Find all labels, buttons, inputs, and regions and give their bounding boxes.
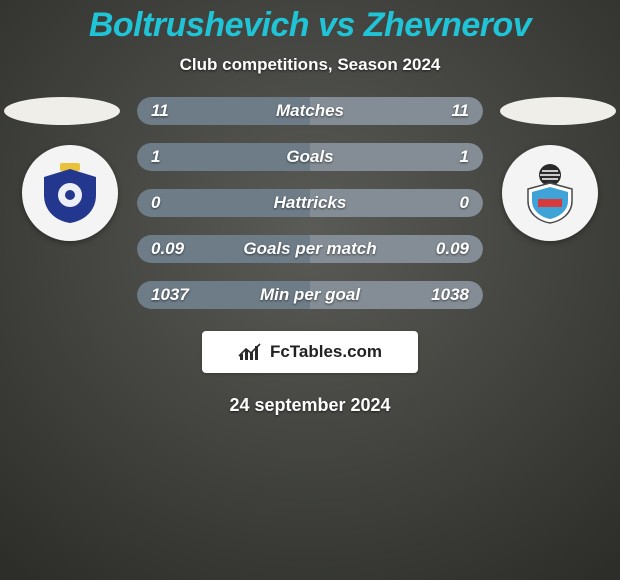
stat-left-value: 1037 <box>151 285 189 305</box>
stat-row-right-bg <box>310 143 483 171</box>
stat-row: 11 Matches 11 <box>137 97 483 125</box>
right-team-crest <box>502 145 598 241</box>
stat-label: Goals per match <box>243 239 376 259</box>
stat-label: Hattricks <box>274 193 347 213</box>
stat-left-value: 11 <box>151 101 169 121</box>
stat-right-value: 0.09 <box>436 239 469 259</box>
shield-icon <box>518 161 582 225</box>
stat-row: 1 Goals 1 <box>137 143 483 171</box>
stat-label: Matches <box>276 101 344 121</box>
stat-row: 0 Hattricks 0 <box>137 189 483 217</box>
stat-right-value: 1038 <box>431 285 469 305</box>
stat-right-value: 11 <box>451 101 469 121</box>
comparison-area: 11Matches111Goals10Hattricks00.09Goals p… <box>0 97 620 309</box>
date-label: 24 september 2024 <box>229 395 390 416</box>
stat-left-value: 0.09 <box>151 239 184 259</box>
stat-left-value: 1 <box>151 147 160 167</box>
left-name-slot <box>4 97 120 125</box>
left-team-crest <box>22 145 118 241</box>
subtitle: Club competitions, Season 2024 <box>180 55 441 75</box>
content: Boltrushevich vs Zhevnerov Club competit… <box>0 0 620 580</box>
stat-label: Min per goal <box>260 285 360 305</box>
branding-text: FcTables.com <box>270 342 382 362</box>
shield-icon <box>38 161 102 225</box>
stat-right-value: 0 <box>460 193 469 213</box>
stat-row: 0.09 Goals per match 0.09 <box>137 235 483 263</box>
branding-badge: FcTables.com <box>202 331 418 373</box>
right-name-slot <box>500 97 616 125</box>
stat-rows: 11Matches111Goals10Hattricks00.09Goals p… <box>137 97 483 309</box>
stat-right-value: 1 <box>460 147 469 167</box>
stat-left-value: 0 <box>151 193 160 213</box>
page-title: Boltrushevich vs Zhevnerov <box>89 6 531 45</box>
stat-label: Goals <box>286 147 333 167</box>
stat-row-left-bg <box>137 143 310 171</box>
stat-row: 1037 Min per goal 1038 <box>137 281 483 309</box>
bar-chart-icon <box>238 342 264 362</box>
